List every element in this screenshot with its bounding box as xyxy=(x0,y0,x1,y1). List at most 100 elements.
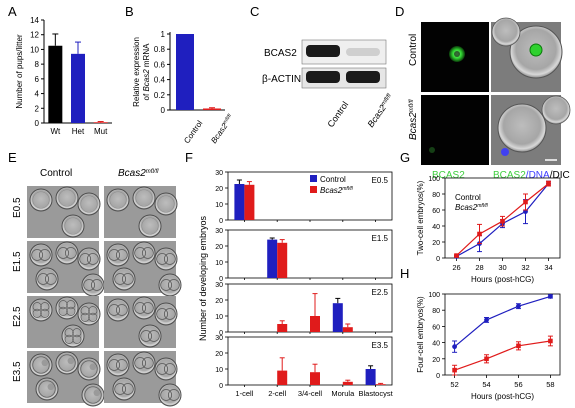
d-mutant-dna-signal xyxy=(501,148,509,156)
b-ytick-label: 0.2 xyxy=(154,91,166,100)
f-subplot-frame xyxy=(227,229,393,279)
a-ytick-label: 4 xyxy=(35,90,40,99)
b-ytick-label: 0.8 xyxy=(154,45,166,54)
e-pronucleus-ring xyxy=(80,195,98,213)
panel-letter-g: G xyxy=(400,150,410,165)
f-legend-swatch-mutant xyxy=(310,186,317,193)
e-stage-label-e15: E1.5 xyxy=(12,251,23,272)
b-ylabel-suffix: mRNA xyxy=(142,43,151,69)
f-bar-mutant xyxy=(375,384,386,385)
e-blastomere xyxy=(115,359,128,371)
e-inner-cell-mass xyxy=(89,363,97,371)
e-embryo xyxy=(106,353,130,377)
g-point-mutant xyxy=(454,253,459,258)
e-blastomere xyxy=(163,308,176,320)
panel-h-chart: 0 20 40 60 80 100 52 54 56 58 Hours (post-hCG) Four… xyxy=(416,292,561,401)
f-bar-mutant xyxy=(310,372,320,385)
g-point-mutant xyxy=(477,231,482,237)
d-mutant-oocyte xyxy=(497,103,547,153)
d-row-label-mutant: Bcas2mfl/fl xyxy=(408,99,419,140)
e-embryo xyxy=(154,302,178,326)
b-category-sup: mfl/fl xyxy=(222,112,233,125)
e-blastomere xyxy=(134,247,147,259)
f-category-label: Blastocyst xyxy=(359,389,394,398)
panel-e-embryo-images: Control Bcas2mfl/fl E0.5 E1.5 E2.5 E3.5 xyxy=(12,168,182,407)
h-series-line xyxy=(454,340,551,371)
e-embryo xyxy=(132,296,156,320)
f-ytick-label: 0 xyxy=(219,383,223,390)
f-bar-mutant xyxy=(277,324,288,332)
e-blastocoel xyxy=(80,360,98,378)
e-col-label-control: Control xyxy=(40,168,72,179)
panel-d-immunofluorescence: Control Bcas2mfl/fl BCAS2 BCAS2/DNA/DIC xyxy=(408,17,571,181)
e-blastomere xyxy=(141,247,154,259)
panel-letter-e: E xyxy=(8,150,17,165)
blot-bcas2-band-mutant xyxy=(346,48,380,56)
e-blastomere xyxy=(114,273,127,285)
e-blastomere xyxy=(140,330,153,342)
e-blastomere xyxy=(58,300,68,310)
e-embryo xyxy=(55,351,79,375)
f-ytick-label: 20 xyxy=(215,351,223,358)
a-bar xyxy=(93,122,108,123)
e-blastomere xyxy=(88,312,98,322)
e-blastomere xyxy=(80,306,90,316)
h-x-axis-label: Hours (post-hCG) xyxy=(471,392,534,401)
e-embryo xyxy=(154,192,178,216)
e-inner-cell-mass xyxy=(47,383,55,391)
e-embryo xyxy=(112,377,136,401)
e-blastomere xyxy=(64,328,74,338)
blot-lane-control: Control xyxy=(325,100,350,130)
e-blastomere xyxy=(90,279,103,291)
h-ytick-label: 100 xyxy=(428,292,440,299)
panel-letter-f: F xyxy=(185,150,193,165)
f-ytick-label: 30 xyxy=(215,282,223,289)
g-y-axis-label: Two-cell embryos(%) xyxy=(416,180,425,255)
e-blastomere xyxy=(134,302,147,314)
h-xtick-label: 56 xyxy=(514,380,522,389)
f-bar-mutant xyxy=(310,316,320,332)
panel-letter-c: C xyxy=(250,4,259,19)
f-ytick-label: 20 xyxy=(215,244,223,251)
e-blastomere xyxy=(44,273,57,285)
h-point-mutant xyxy=(516,343,521,349)
e-embryo xyxy=(106,243,130,267)
f-legend-mutant-sup: mfl/fl xyxy=(342,186,353,192)
blot-bcas2-band-control xyxy=(306,45,340,57)
e-blastocoel xyxy=(58,354,76,372)
a-ytick-label: 12 xyxy=(30,31,39,40)
f-bar-control xyxy=(267,239,278,278)
d-merge-oocyte-2 xyxy=(491,17,521,47)
h-point-control xyxy=(484,317,489,323)
g-xtick-label: 32 xyxy=(521,263,529,272)
g-ytick-label: 60 xyxy=(432,208,440,215)
e-blastomere xyxy=(86,253,99,265)
h-ytick-label: 60 xyxy=(432,324,440,331)
e-blastomere xyxy=(156,253,169,265)
e-blastomere xyxy=(115,304,128,316)
e-stage-label-e25: E2.5 xyxy=(12,306,23,327)
g-legend-label-control: Control xyxy=(455,193,481,202)
e-blastomere xyxy=(115,249,128,261)
e-embryo xyxy=(55,241,79,265)
e-embryo xyxy=(29,188,53,212)
e-embryo xyxy=(55,186,79,210)
e-embryo xyxy=(138,324,162,348)
e-blastomere xyxy=(114,383,127,395)
g-point-mutant xyxy=(500,218,505,224)
b-bar xyxy=(176,34,194,110)
b-category-label: Bcas2mfl/fl xyxy=(209,112,236,145)
f-bar-control xyxy=(234,184,245,220)
g-legend-mutant-prefix: Bcas2 xyxy=(455,203,478,212)
h-ytick-label: 80 xyxy=(432,308,440,315)
e-col-label-mutant: Bcas2mfl/fl xyxy=(118,168,159,179)
f-ytick-label: 20 xyxy=(215,186,223,193)
e-pronucleus-ring xyxy=(157,195,175,213)
e-embryo xyxy=(81,383,105,407)
f-y-axis-label: Number of developing embryos xyxy=(198,215,208,341)
e-pronucleus-ring xyxy=(64,217,82,235)
d-row-label-control: Control xyxy=(408,34,419,66)
blot-label-actin: β-ACTIN xyxy=(262,74,301,85)
e-blastomere xyxy=(64,334,74,344)
g-xtick-label: 26 xyxy=(452,263,460,272)
